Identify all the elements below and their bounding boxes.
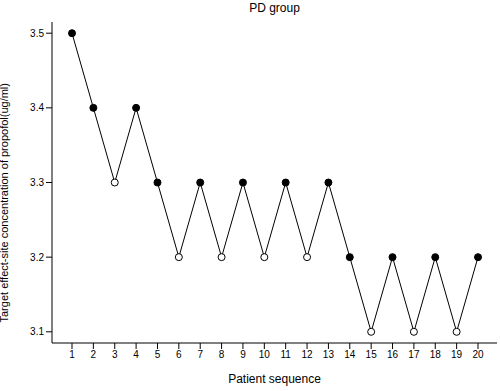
html-text:PD group: PD group: [249, 1, 300, 15]
svg-text:15: 15: [366, 349, 378, 360]
svg-text:18: 18: [430, 349, 442, 360]
svg-text:3.5: 3.5: [30, 28, 44, 39]
svg-text:17: 17: [408, 349, 420, 360]
svg-text:3.2: 3.2: [30, 252, 44, 263]
svg-text:3.3: 3.3: [30, 177, 44, 188]
svg-text:7: 7: [197, 349, 203, 360]
svg-text:13: 13: [323, 349, 335, 360]
svg-text:3: 3: [112, 349, 118, 360]
svg-text:3.1: 3.1: [30, 326, 44, 337]
svg-text:Patient sequence: Patient sequence: [228, 372, 321, 386]
svg-text:4: 4: [133, 349, 139, 360]
svg-text:12: 12: [301, 349, 313, 360]
svg-text:14: 14: [344, 349, 356, 360]
svg-text:3.4: 3.4: [30, 102, 44, 113]
svg-text:2: 2: [91, 349, 97, 360]
svg-text:20: 20: [472, 349, 484, 360]
svg-text:8: 8: [219, 349, 225, 360]
svg-text:6: 6: [176, 349, 182, 360]
svg-text:5: 5: [155, 349, 161, 360]
svg-text:Target effect-site concentrati: Target effect-site concentration of prop…: [8, 83, 10, 322]
svg-text:19: 19: [451, 349, 463, 360]
svg-text:16: 16: [387, 349, 399, 360]
svg-text:10: 10: [259, 349, 271, 360]
svg-text:9: 9: [240, 349, 246, 360]
svg-text:11: 11: [280, 349, 291, 360]
svg-text:1: 1: [69, 349, 75, 360]
